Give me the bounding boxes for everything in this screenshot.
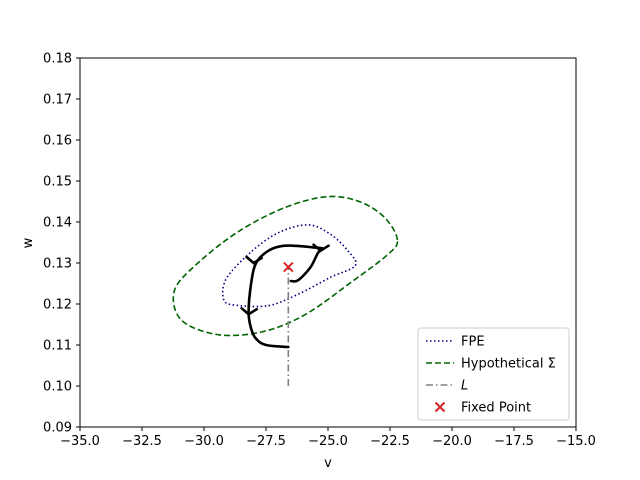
- x-tick-label: −15.0: [556, 434, 596, 449]
- y-tick-label: 0.12: [43, 298, 72, 313]
- legend-entry: FPE: [461, 335, 485, 350]
- legend-box: [417, 327, 570, 421]
- legend: FPE Hypothetical Σ L Fixed Point: [417, 327, 570, 421]
- y-tick-label: 0.10: [43, 380, 72, 395]
- fixed-point-marker: [283, 261, 294, 273]
- x-tick-label: −25.0: [308, 434, 348, 449]
- trajectory-arrow-1: [312, 243, 330, 253]
- y-axis-label: w: [21, 237, 36, 248]
- x-tick-label: −32.5: [122, 434, 162, 449]
- y-tick-label: 0.09: [43, 421, 72, 436]
- y-tick-label: 0.11: [43, 339, 72, 354]
- legend-entry: Hypothetical Σ: [461, 357, 556, 372]
- y-tick-label: 0.13: [43, 257, 72, 272]
- x-tick-label: −27.5: [246, 434, 286, 449]
- legend-swatch: [434, 401, 446, 413]
- x-tick-label: −20.0: [432, 434, 472, 449]
- x-tick-label: −22.5: [370, 434, 410, 449]
- x-tick-label: −35.0: [60, 434, 100, 449]
- x-axis-label: v: [324, 456, 332, 471]
- y-tick-label: 0.15: [43, 175, 72, 190]
- legend-entry: L: [461, 379, 468, 394]
- y-tick-label: 0.16: [43, 134, 72, 149]
- trajectory-arrow-0: [245, 255, 263, 265]
- series-hypothetical-sigma: [172, 195, 399, 337]
- y-tick-label: 0.18: [43, 52, 72, 67]
- y-tick-label: 0.17: [43, 93, 72, 108]
- legend-entry: Fixed Point: [461, 401, 531, 416]
- trajectory-line: [247, 244, 325, 349]
- fixed-point-stroke-b: [283, 261, 294, 273]
- x-tick-label: −30.0: [184, 434, 224, 449]
- series-layer: [172, 195, 399, 386]
- trajectory-arrow-2: [240, 306, 258, 316]
- y-axis: 0.09 0.10 0.11 0.12 0.13 0.14 0.15 0.16 0.17 0.18: [43, 52, 80, 436]
- x-tick-label: −17.5: [494, 434, 534, 449]
- y-tick-label: 0.14: [43, 216, 72, 231]
- x-axis: −35.0 −32.5 −30.0 −27.5 −25.0 −22.5 −20.0 −17.5…: [60, 427, 596, 449]
